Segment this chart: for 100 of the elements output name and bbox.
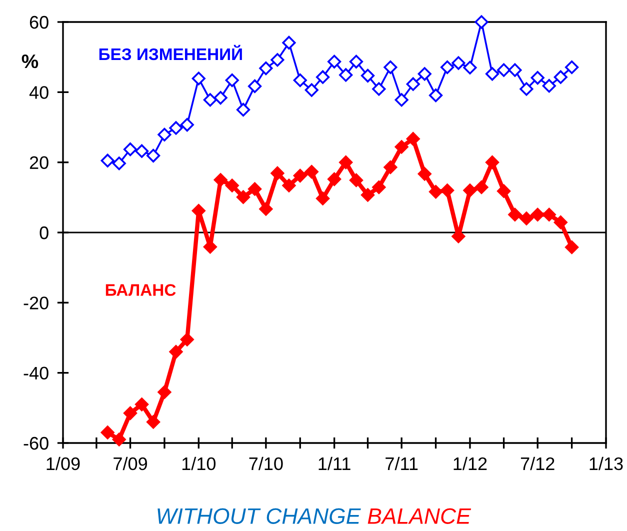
x-tick-label: 7/11 bbox=[386, 456, 418, 470]
y-tick-label: 0 bbox=[40, 226, 48, 240]
point bbox=[339, 68, 353, 82]
point bbox=[463, 60, 477, 74]
point bbox=[428, 88, 443, 102]
point bbox=[530, 208, 544, 222]
point bbox=[100, 426, 114, 440]
point bbox=[349, 54, 364, 68]
point bbox=[270, 166, 284, 180]
series-label: БЕЗ ИЗМЕНЕНИЙ bbox=[99, 44, 242, 60]
x-tick-label: 7/10 bbox=[249, 456, 283, 470]
point bbox=[372, 180, 386, 194]
point bbox=[384, 160, 398, 174]
point bbox=[463, 184, 477, 198]
series-label: БАЛАНС bbox=[106, 284, 176, 296]
point bbox=[180, 118, 194, 132]
point bbox=[293, 73, 307, 88]
point bbox=[406, 77, 420, 91]
point bbox=[100, 154, 114, 168]
point bbox=[360, 68, 375, 82]
point bbox=[508, 208, 522, 222]
point bbox=[203, 93, 217, 107]
point bbox=[328, 54, 342, 68]
point bbox=[134, 144, 149, 158]
point bbox=[316, 70, 330, 84]
point bbox=[146, 148, 160, 162]
point bbox=[428, 185, 443, 199]
y-tick-label: -20 bbox=[24, 296, 48, 310]
point bbox=[158, 385, 172, 399]
point bbox=[474, 180, 488, 194]
point bbox=[565, 60, 579, 74]
point bbox=[520, 82, 534, 96]
point bbox=[270, 53, 284, 67]
point bbox=[384, 60, 398, 74]
point bbox=[542, 208, 556, 222]
point bbox=[123, 142, 138, 156]
point bbox=[112, 156, 126, 170]
x-tick-label: 1/09 bbox=[46, 456, 80, 470]
point bbox=[508, 63, 522, 77]
point bbox=[418, 67, 432, 81]
point bbox=[328, 172, 342, 186]
point bbox=[146, 415, 160, 429]
point bbox=[158, 128, 172, 142]
point bbox=[236, 190, 250, 204]
point bbox=[554, 70, 568, 84]
point bbox=[112, 432, 126, 446]
point bbox=[259, 62, 273, 76]
x-tick-label: 1/13 bbox=[590, 456, 623, 470]
point bbox=[282, 178, 296, 192]
point bbox=[248, 182, 262, 196]
point bbox=[418, 167, 432, 181]
x-tick-label: 1/10 bbox=[182, 456, 216, 470]
point bbox=[339, 156, 353, 170]
point bbox=[520, 212, 534, 226]
point bbox=[192, 72, 206, 86]
y-tick-label: 20 bbox=[30, 156, 48, 170]
point bbox=[565, 240, 579, 254]
point bbox=[349, 173, 364, 188]
point bbox=[248, 79, 262, 93]
y-tick-label: -60 bbox=[24, 436, 48, 450]
point bbox=[225, 178, 239, 192]
point bbox=[394, 140, 408, 154]
point bbox=[485, 67, 500, 81]
y-tick-label: -40 bbox=[24, 366, 48, 380]
y-tick-label: 60 bbox=[30, 16, 48, 29]
y-tick-label: 40 bbox=[29, 86, 48, 99]
point bbox=[282, 36, 296, 50]
point bbox=[485, 156, 500, 170]
point bbox=[214, 173, 228, 187]
x-tick-label: 1/12 bbox=[454, 456, 487, 470]
point bbox=[406, 132, 420, 146]
x-tick-label: 1/11 bbox=[318, 456, 350, 470]
point bbox=[372, 82, 386, 96]
text: BALANCE bbox=[368, 508, 472, 524]
point bbox=[134, 398, 149, 412]
point bbox=[394, 93, 408, 107]
point bbox=[530, 70, 544, 85]
point bbox=[452, 56, 466, 70]
point bbox=[169, 344, 183, 359]
point bbox=[192, 204, 206, 218]
point bbox=[440, 184, 454, 198]
point bbox=[360, 188, 375, 202]
point bbox=[496, 184, 511, 198]
point bbox=[180, 332, 194, 346]
point bbox=[236, 102, 250, 117]
y-axis-title: % bbox=[22, 54, 38, 68]
point bbox=[259, 202, 273, 216]
point bbox=[474, 15, 488, 29]
text: WITHOUT CHANGE bbox=[158, 508, 361, 524]
point bbox=[169, 121, 183, 135]
point bbox=[554, 216, 568, 230]
point bbox=[214, 90, 228, 105]
point bbox=[440, 60, 454, 74]
x-tick-label: 7/12 bbox=[520, 456, 554, 470]
point bbox=[123, 406, 138, 420]
point bbox=[496, 63, 511, 77]
point bbox=[293, 168, 307, 182]
point bbox=[304, 165, 318, 179]
x-tick-label: 7/09 bbox=[114, 456, 147, 470]
point bbox=[542, 79, 556, 93]
